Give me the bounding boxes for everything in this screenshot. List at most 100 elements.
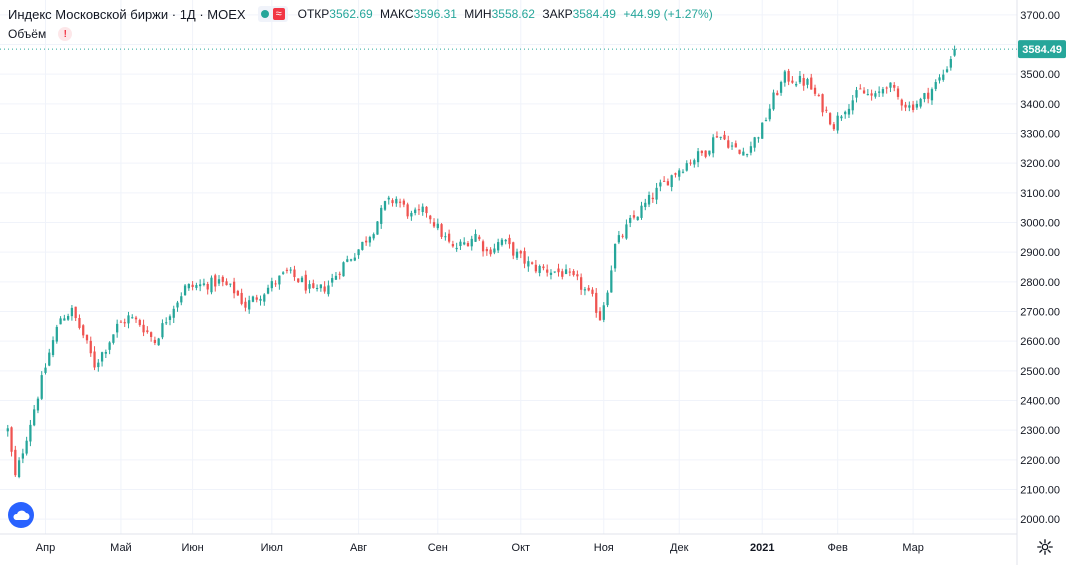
open-label: ОТКР (297, 7, 330, 21)
candle (689, 159, 692, 166)
x-tick-label: Дек (670, 542, 689, 554)
candle-body (576, 274, 579, 277)
candle (432, 218, 436, 229)
candle-body (346, 259, 349, 262)
candle-body (915, 103, 919, 108)
candle (36, 396, 40, 414)
candle (51, 336, 55, 358)
candle-body (798, 75, 802, 83)
candle (293, 265, 296, 281)
candle-body (78, 318, 81, 328)
symbol-status-pill[interactable]: ≈ (257, 6, 288, 22)
candle-body (40, 375, 43, 399)
candle-body (481, 241, 485, 252)
candle (870, 89, 873, 101)
candle (274, 280, 277, 287)
candle-body (908, 105, 911, 108)
x-tick-label: Авг (350, 542, 367, 554)
candle-body (534, 264, 538, 272)
candle (840, 115, 843, 121)
candle (768, 104, 771, 122)
candle-body (591, 289, 594, 294)
candle-body (104, 351, 107, 354)
candle-body (817, 95, 820, 97)
candle-body (636, 216, 639, 221)
candle (930, 87, 934, 105)
candle (232, 277, 236, 299)
candle-body (421, 206, 424, 213)
candle-body (625, 224, 628, 239)
candle (282, 271, 285, 275)
candle-body (647, 194, 651, 205)
candle-body (485, 249, 488, 252)
symbol-title[interactable]: Индекс Московской биржи · 1Д · MOEX (8, 6, 246, 22)
candle-body (606, 292, 609, 306)
y-tick-label: 2300.00 (1020, 425, 1060, 437)
x-tick-label: Окт (512, 542, 531, 554)
y-tick-label: 3100.00 (1020, 188, 1060, 200)
volume-label[interactable]: Объём (8, 27, 47, 41)
candle (904, 101, 907, 112)
candle-body (225, 281, 228, 286)
candle (421, 203, 424, 216)
candle-body (221, 276, 224, 283)
candle (893, 82, 896, 92)
candle-body (527, 261, 530, 267)
candle-body (229, 283, 232, 285)
candle (519, 249, 522, 259)
candle-body (489, 249, 492, 255)
candle (621, 233, 624, 239)
candle-body (768, 108, 771, 120)
candle (315, 284, 319, 292)
candle (229, 283, 232, 288)
candle-body (730, 145, 734, 147)
candle (779, 80, 783, 96)
candle-body (655, 187, 658, 200)
warning-icon[interactable]: ! (58, 27, 73, 41)
candle-body (308, 284, 311, 289)
symbol-legend: Индекс Московской биржи · 1Д · MOEX ≈ ОТ… (8, 6, 713, 22)
candle (165, 317, 168, 325)
candle-body (610, 270, 613, 293)
candle (470, 235, 473, 251)
x-tick-label: Ноя (594, 542, 614, 554)
candle-body (312, 283, 315, 288)
candle (240, 288, 243, 306)
settings-gear-icon[interactable] (1036, 538, 1054, 556)
candle-body (640, 205, 643, 218)
candle-body (896, 88, 900, 97)
tradingview-logo-icon[interactable] (8, 502, 34, 528)
x-tick-label: Июл (261, 542, 283, 554)
candle-body (745, 154, 749, 156)
candle (85, 334, 89, 344)
candle-body (297, 278, 300, 283)
candle (74, 306, 77, 322)
candle (131, 314, 134, 319)
candle-body (832, 124, 836, 130)
candle (745, 153, 749, 158)
candle (806, 77, 809, 89)
candle-body (361, 241, 364, 250)
candle-body (598, 311, 602, 321)
y-tick-label: 3700.00 (1020, 10, 1060, 22)
candle-body (368, 236, 372, 243)
candle-body (414, 209, 417, 214)
candle-body (161, 323, 164, 338)
last-price-badge (1018, 40, 1066, 59)
candle (289, 267, 292, 274)
candle-body (587, 287, 590, 291)
time-axis: Апр Май Июн Июл Авг Сен Окт Ноя Дек 2021 Фев Мар (36, 542, 924, 554)
candle (202, 278, 206, 287)
candle (248, 295, 251, 314)
candle (945, 66, 949, 74)
candle (70, 305, 74, 321)
candle (398, 198, 402, 208)
candle (297, 278, 300, 283)
candle (908, 101, 911, 112)
candle (89, 336, 92, 357)
close-label: ЗАКР (542, 7, 573, 21)
candle-body (285, 269, 289, 271)
candle (459, 239, 462, 250)
candle-body (29, 424, 32, 442)
